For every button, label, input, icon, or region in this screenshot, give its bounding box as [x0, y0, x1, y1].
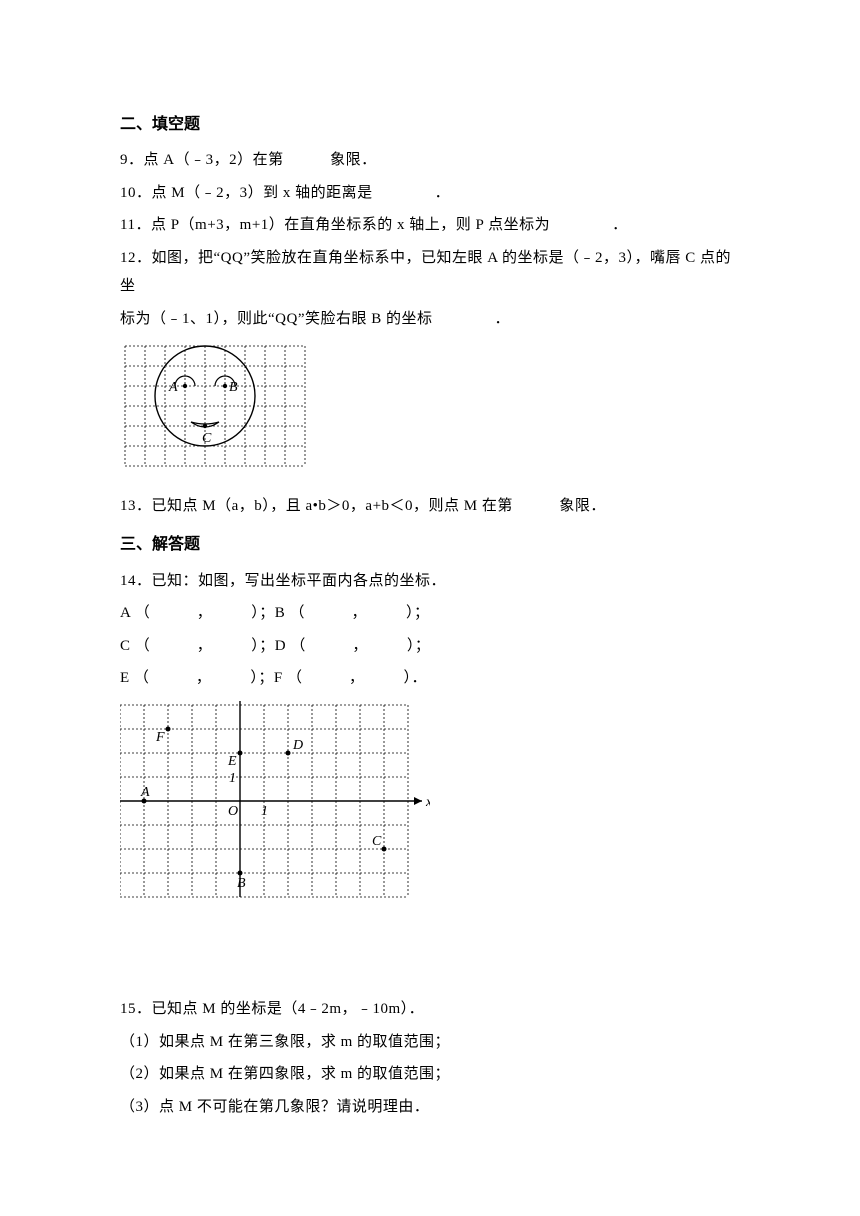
- question-14-row-ef: E （ ， ）；F （ ， ）．: [120, 664, 740, 693]
- svg-text:B: B: [229, 380, 238, 395]
- section-2-title: 二、填空题: [120, 110, 740, 140]
- question-15-part2: （2）如果点 M 在第四象限，求 m 的取值范围；: [120, 1060, 740, 1089]
- svg-text:A: A: [168, 380, 178, 395]
- svg-text:C: C: [372, 834, 382, 849]
- figure-q14: O11xyABCDEF: [120, 701, 740, 912]
- question-14-intro: 14．已知：如图，写出坐标平面内各点的坐标．: [120, 567, 740, 596]
- svg-text:E: E: [227, 754, 237, 769]
- question-13: 13．已知点 M（a，b），且 a•b＞0，a+b＜0，则点 M 在第 象限．: [120, 492, 740, 521]
- question-10: 10．点 M（﹣2，3）到 x 轴的距离是 ．: [120, 179, 740, 208]
- svg-text:B: B: [237, 876, 246, 891]
- question-12-line1: 12．如图，把“QQ”笑脸放在直角坐标系中，已知左眼 A 的坐标是（﹣2，3），…: [120, 244, 740, 301]
- question-14-row-ab: A （ ， ）；B （ ， ）；: [120, 599, 740, 628]
- question-12-line2: 标为（﹣1、1），则此“QQ”笑脸右眼 B 的坐标 ．: [120, 305, 740, 334]
- question-15-part3: （3）点 M 不可能在第几象限？请说明理由．: [120, 1093, 740, 1122]
- svg-text:D: D: [292, 738, 303, 753]
- question-14-row-cd: C （ ， ）；D （ ， ）；: [120, 632, 740, 661]
- figure-q12: A B C: [120, 341, 740, 482]
- svg-text:1: 1: [229, 771, 236, 786]
- svg-text:1: 1: [261, 804, 268, 819]
- question-15-intro: 15．已知点 M 的坐标是（4﹣2m，﹣10m）．: [120, 995, 740, 1024]
- svg-text:C: C: [202, 431, 212, 446]
- question-9: 9．点 A（﹣3，2）在第 象限．: [120, 146, 740, 175]
- section-3-title: 三、解答题: [120, 530, 740, 560]
- svg-text:A: A: [140, 785, 150, 800]
- svg-text:F: F: [155, 730, 165, 745]
- svg-text:x: x: [425, 795, 430, 810]
- question-11: 11．点 P（m+3，m+1）在直角坐标系的 x 轴上，则 P 点坐标为 ．: [120, 211, 740, 240]
- question-15-part1: （1）如果点 M 在第三象限，求 m 的取值范围；: [120, 1028, 740, 1057]
- svg-text:O: O: [228, 804, 238, 819]
